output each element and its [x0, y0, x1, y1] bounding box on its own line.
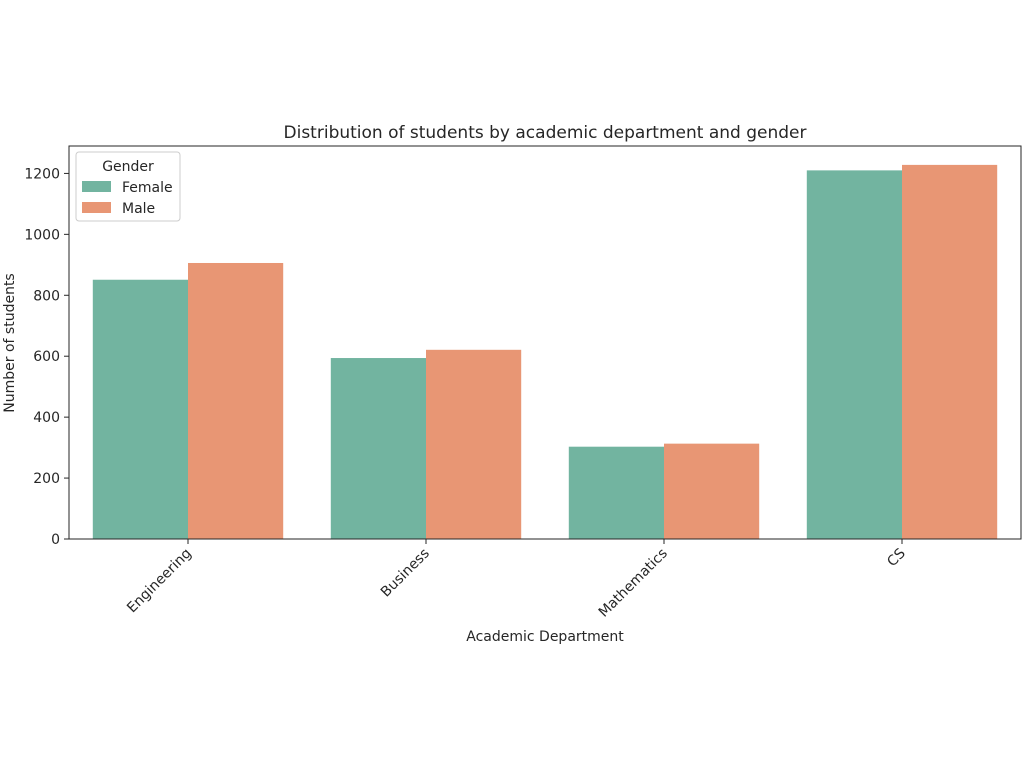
- bar-female-engineering: [92, 279, 188, 539]
- y-axis-ticks: 0 200 400 600 800 1000 1200: [24, 166, 69, 548]
- bar-male-mathematics: [664, 443, 760, 539]
- bar-female-cs: [806, 170, 902, 540]
- y-tick-label: 1200: [24, 166, 60, 182]
- bar-female-business: [330, 358, 426, 539]
- bar-female-mathematics: [568, 446, 664, 539]
- y-tick-label: 600: [33, 349, 60, 365]
- y-tick-label: 200: [33, 471, 60, 487]
- x-tick-label: CS: [884, 545, 909, 570]
- y-axis-label: Number of students: [2, 273, 18, 412]
- x-tick-label: Engineering: [124, 546, 195, 617]
- bars-group: [92, 164, 998, 540]
- y-tick-label: 400: [33, 410, 60, 426]
- y-tick-label: 800: [33, 288, 60, 304]
- legend-swatch-female: [82, 181, 111, 192]
- x-tick-label: Business: [378, 546, 433, 601]
- chart-title: Distribution of students by academic dep…: [284, 123, 807, 143]
- x-axis-label: Academic Department: [466, 629, 624, 645]
- y-tick-label: 0: [51, 532, 60, 548]
- x-tick-label: Mathematics: [596, 546, 671, 621]
- x-axis-ticks: Engineering Business Mathematics CS: [124, 539, 909, 621]
- bar-male-engineering: [188, 262, 284, 539]
- legend-title: Gender: [102, 159, 154, 175]
- legend: Gender Female Male: [75, 151, 181, 222]
- legend-swatch-male: [82, 202, 111, 213]
- y-tick-label: 1000: [24, 227, 60, 243]
- legend-label-female: Female: [122, 180, 173, 196]
- bar-male-business: [426, 349, 522, 539]
- plot-frame: [68, 145, 1022, 540]
- legend-label-male: Male: [122, 201, 155, 217]
- bar-male-cs: [902, 164, 998, 539]
